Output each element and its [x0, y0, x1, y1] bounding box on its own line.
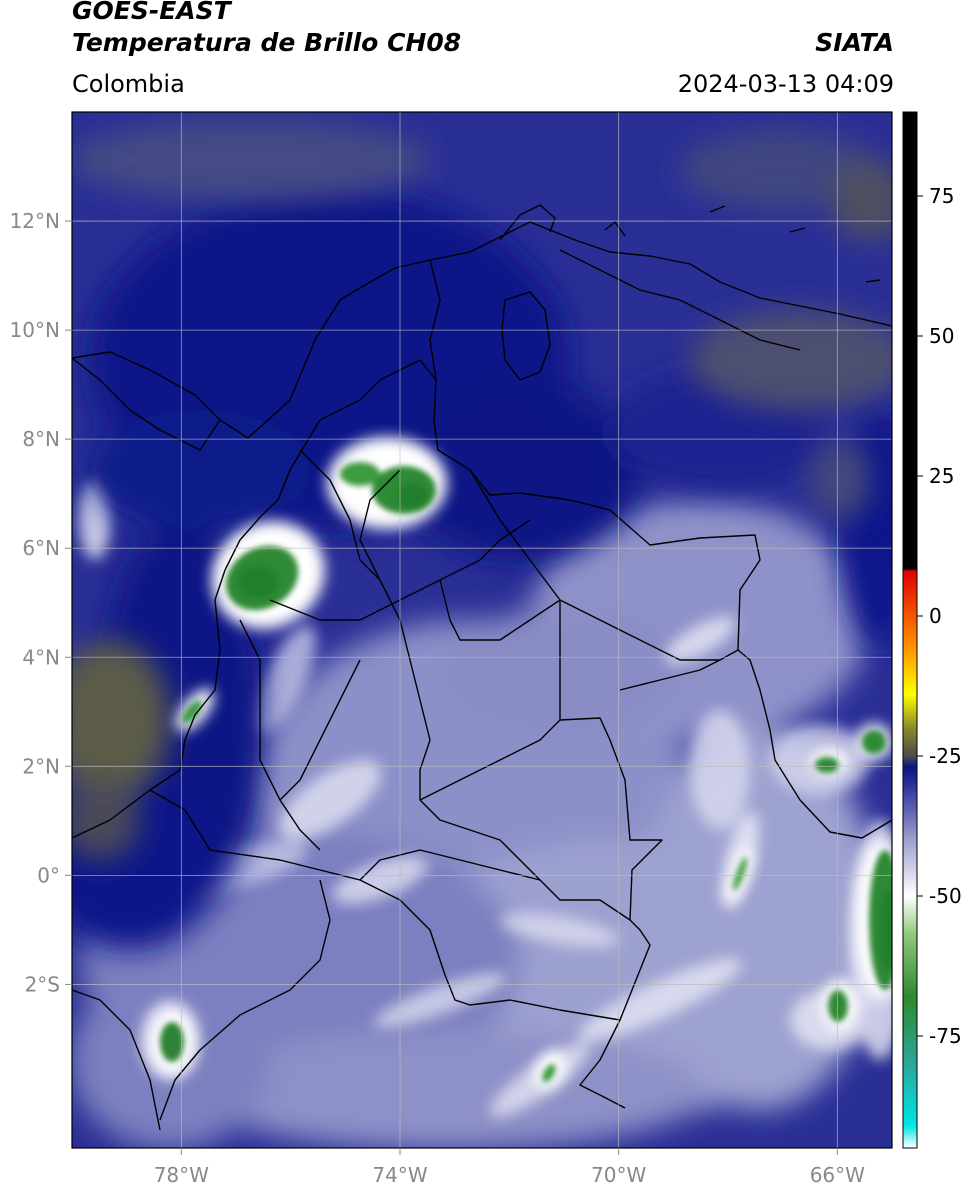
colorbar: [903, 112, 917, 1148]
colombia-peru-border: [209, 849, 621, 1021]
internal-dept-8: [619, 649, 739, 691]
convective-cores-bright: [238, 484, 892, 970]
lat-tick-label: 0°: [37, 863, 60, 887]
lat-tick-label: 2°S: [25, 972, 60, 996]
moist-air-field: [72, 190, 892, 950]
colombia-venezuela-border: [429, 259, 892, 839]
country-boundaries: [72, 204, 892, 1131]
latitude-ticks: 12°N 10°N 8°N 6°N 4°N 2°N 0° 2°S: [10, 209, 72, 996]
satellite-imagery: [72, 112, 892, 1148]
colorbar-tick-label: 75: [929, 184, 954, 208]
colorbar-tick-label: -75: [929, 1024, 962, 1048]
lat-tick-label: 4°N: [22, 645, 60, 669]
internal-dept-11: [359, 469, 401, 581]
internal-dept-1: [269, 519, 531, 621]
colorbar-frame: [902, 111, 918, 1149]
colombia-ecuador-border: [149, 789, 211, 851]
venezuela-internal: [559, 249, 801, 351]
lat-tick-label: 8°N: [22, 427, 60, 451]
caribbean-islands: [604, 205, 881, 283]
longitude-ticks: 78°W 74°W 70°W 66°W: [154, 1148, 865, 1187]
lat-tick-label: 12°N: [10, 209, 60, 233]
organization-label: SIATA: [815, 28, 894, 57]
guajira: [499, 204, 556, 241]
colorbar-tick-label: 25: [929, 464, 954, 488]
internal-dept-5: [279, 659, 361, 801]
colorbar-tick-label: -25: [929, 744, 962, 768]
internal-dept-4: [239, 619, 321, 851]
internal-dept-9: [469, 469, 720, 661]
colorbar-ticks: 75 50 25 0 -25 -50 -75: [917, 184, 962, 1048]
internal-dept-10: [439, 579, 561, 641]
panama-isthmus: [72, 357, 221, 451]
lat-tick-label: 6°N: [22, 536, 60, 560]
pacific-coastline: [72, 419, 321, 839]
internal-dept-12: [319, 359, 437, 421]
satellite-title: GOES-EAST: [72, 0, 231, 25]
map-frame: [71, 111, 893, 1149]
ecuador-coastline: [72, 989, 161, 1131]
lon-tick-label: 74°W: [372, 1163, 427, 1187]
peru-coast: [159, 879, 331, 1121]
lon-tick-label: 78°W: [154, 1163, 209, 1187]
very-dry-air: [72, 120, 892, 860]
colorbar-tick-label: 50: [929, 324, 954, 348]
gridlines: [72, 112, 892, 1148]
lon-tick-label: 66°W: [810, 1163, 865, 1187]
internal-dept-6: [419, 799, 631, 921]
colorbar-tick-label: 0: [929, 604, 942, 628]
internal-dept-7: [359, 849, 541, 881]
region-label: Colombia: [72, 70, 185, 98]
caribbean-coastline: [72, 221, 892, 439]
lat-tick-label: 2°N: [22, 754, 60, 778]
colorbar-tick-label: -50: [929, 884, 962, 908]
datetime-label: 2024-03-13 04:09: [677, 70, 894, 98]
product-title: Temperatura de Brillo CH08: [72, 28, 462, 57]
internal-dept-3: [419, 600, 561, 801]
lon-tick-label: 70°W: [591, 1163, 646, 1187]
maracaibo-lake: [501, 291, 551, 381]
lat-tick-label: 10°N: [10, 318, 60, 342]
